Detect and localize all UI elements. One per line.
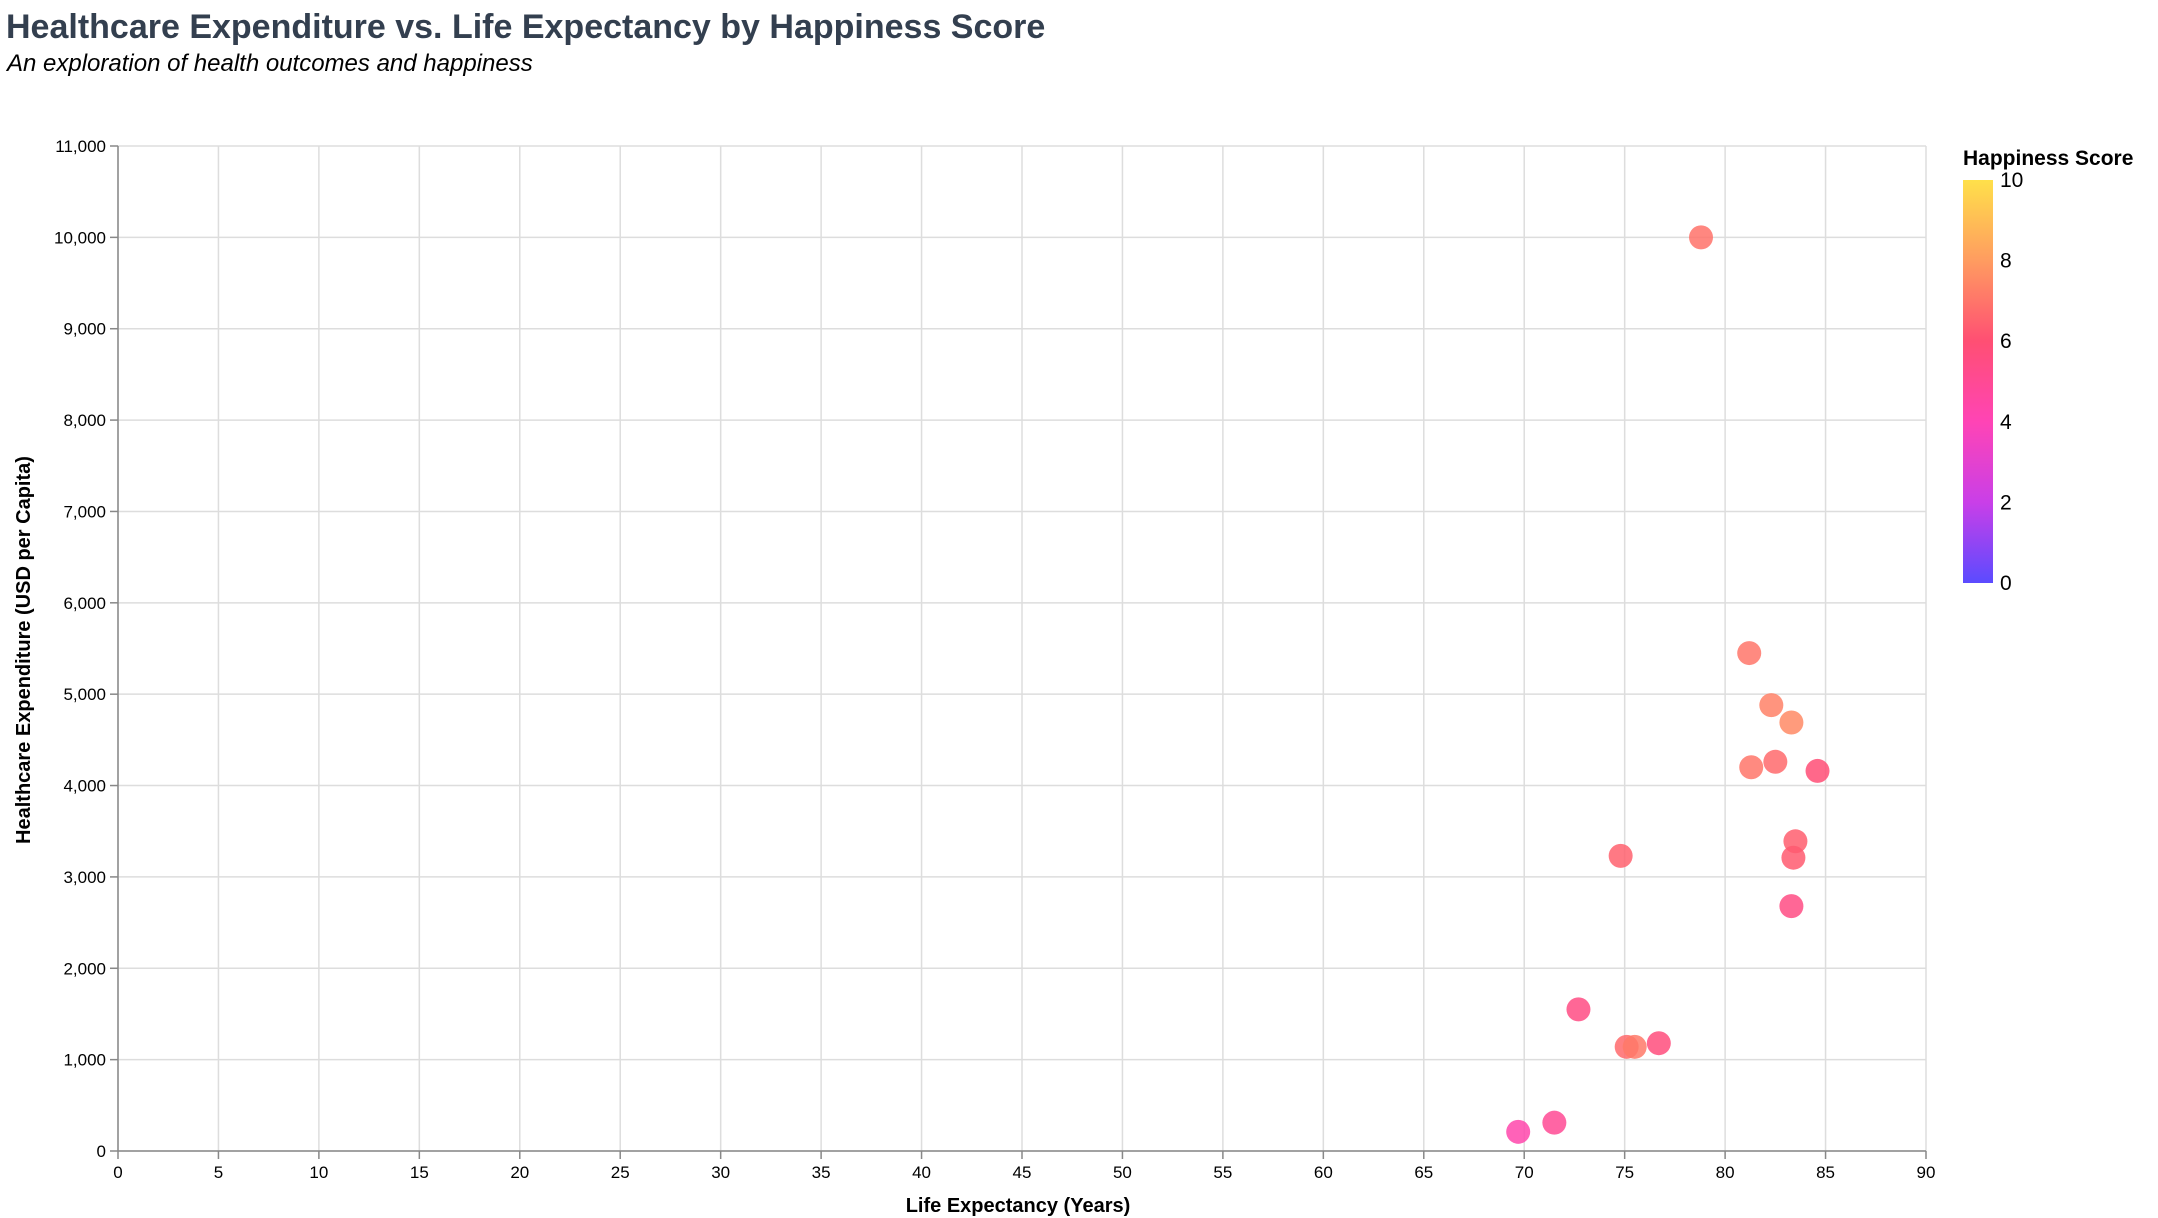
scatter-point[interactable] [1779, 710, 1804, 735]
legend-tick-label: 10 [2000, 169, 2023, 192]
x-tick-label: 20 [510, 1163, 529, 1182]
x-tick-label: 30 [711, 1163, 730, 1182]
scatter-point[interactable] [1689, 225, 1714, 250]
scatter-point[interactable] [1739, 755, 1764, 780]
legend-tick-label: 0 [2000, 572, 2012, 595]
x-axis-title: Life Expectancy (Years) [906, 1195, 1131, 1217]
x-tick-label: 40 [912, 1163, 931, 1182]
legend-tick-label: 6 [2000, 330, 2012, 353]
x-tick-label: 80 [1716, 1163, 1735, 1182]
y-tick-label: 11,000 [55, 137, 106, 156]
y-tick-label: 6,000 [63, 594, 106, 613]
x-tick-label: 35 [812, 1163, 831, 1182]
legend-tick-label: 4 [2000, 411, 2012, 434]
y-tick-label: 3,000 [63, 868, 106, 887]
x-tick-label: 50 [1113, 1163, 1132, 1182]
legend-gradient [1963, 180, 1993, 583]
data-points [1506, 225, 1830, 1144]
chart-title: Healthcare Expenditure vs. Life Expectan… [6, 8, 1045, 46]
legend-tick-label: 2 [2000, 491, 2012, 514]
x-tick-label: 55 [1213, 1163, 1232, 1182]
axes: 0 5 10 15 20 25 30 35 40 45 50 55 60 65 70 75 80 85 90 0 1,0… [54, 137, 1935, 1182]
scatter-point[interactable] [1608, 843, 1633, 868]
x-tick-label: 75 [1615, 1163, 1634, 1182]
y-tick-label: 2,000 [63, 959, 106, 978]
scatter-point[interactable] [1763, 749, 1788, 774]
y-tick-label: 9,000 [63, 320, 106, 339]
y-tick-label: 5,000 [63, 685, 106, 704]
x-tick-label: 15 [410, 1163, 429, 1182]
scatter-point[interactable] [1646, 1031, 1671, 1056]
scatter-point[interactable] [1622, 1034, 1647, 1059]
y-tick-label: 4,000 [63, 777, 106, 796]
x-tick-label: 60 [1314, 1163, 1333, 1182]
legend: Happiness Score 0 2 4 6 8 10 [1963, 147, 2133, 595]
gridlines [117, 145, 1927, 1152]
chart-subtitle: An exploration of health outcomes and ha… [5, 50, 533, 77]
y-tick-label: 7,000 [63, 502, 106, 521]
x-tick-label: 10 [309, 1163, 328, 1182]
y-tick-label: 8,000 [63, 411, 106, 430]
scatter-point[interactable] [1566, 997, 1591, 1022]
scatter-point[interactable] [1506, 1119, 1531, 1144]
legend-ticks: 0 2 4 6 8 10 [1993, 169, 2023, 595]
y-tick-label: 10,000 [54, 228, 106, 247]
x-tick-label: 85 [1816, 1163, 1835, 1182]
x-tick-label: 25 [611, 1163, 630, 1182]
scatter-point[interactable] [1759, 693, 1784, 718]
legend-tick-label: 8 [2000, 250, 2012, 273]
scatter-point[interactable] [1542, 1110, 1567, 1135]
y-tick-label: 0 [97, 1142, 106, 1161]
x-tick-label: 65 [1414, 1163, 1433, 1182]
scatter-point[interactable] [1781, 845, 1806, 870]
x-tick-label: 5 [214, 1163, 223, 1182]
x-tick-label: 70 [1515, 1163, 1534, 1182]
scatter-point[interactable] [1805, 758, 1830, 783]
x-tick-label: 90 [1917, 1163, 1936, 1182]
y-tick-label: 1,000 [63, 1051, 106, 1070]
x-tick-label: 45 [1013, 1163, 1032, 1182]
y-axis-title: Healthcare Expenditure (USD per Capita) [13, 456, 35, 844]
scatter-point[interactable] [1779, 894, 1804, 919]
legend-title: Happiness Score [1963, 147, 2133, 170]
x-tick-label: 0 [113, 1163, 122, 1182]
scatter-point[interactable] [1737, 641, 1762, 666]
